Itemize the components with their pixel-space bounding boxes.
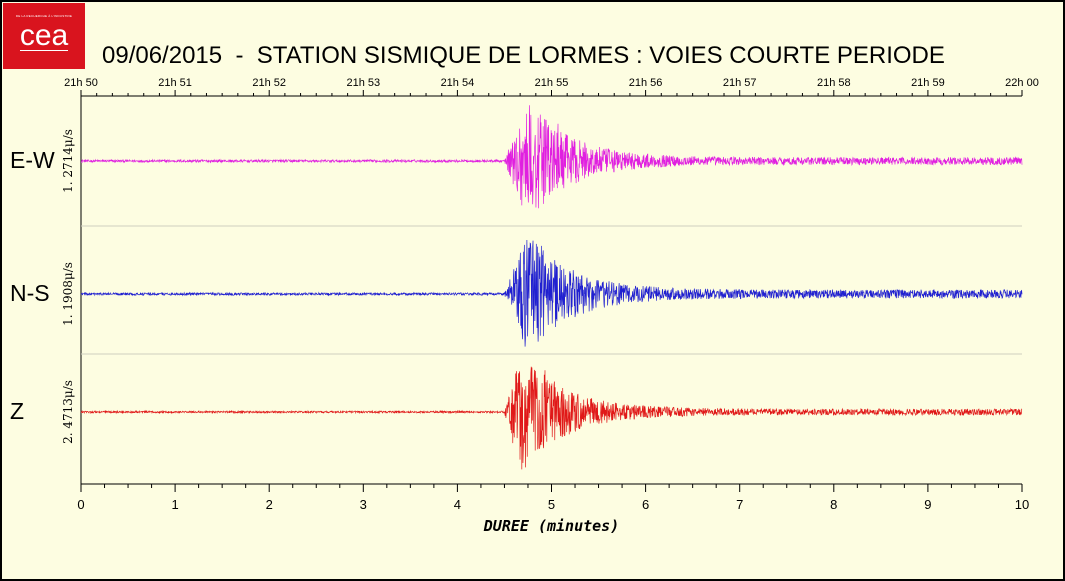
waveform-ns-trace [80,240,1023,347]
channel-label: E-W [10,147,55,173]
bottom-axis-tick-label: 8 [830,497,837,512]
logo-tagline: DE LA RECHERCHE À L'INDUSTRIE [15,14,73,18]
top-axis-tick-label: 22h 00 [1005,77,1039,89]
bottom-axis-tick-label: 5 [548,497,555,512]
bottom-axis-tick-label: 4 [454,497,461,512]
waveform-z-trace [80,366,1023,470]
waveform-ew-trace [80,105,1023,209]
channel-scale-label: 1. 2714μ/s [61,129,75,193]
x-axis-title: DUREE (minutes) [483,517,619,535]
top-axis-tick-label: 21h 56 [629,77,663,89]
bottom-axis-tick-label: 10 [1015,497,1029,512]
top-axis-tick-label: 21h 51 [158,77,192,89]
top-axis-tick-label: 21h 50 [64,77,98,89]
top-axis-tick-label: 21h 57 [723,77,757,89]
bottom-axis-tick-label: 7 [736,497,743,512]
top-axis-tick-label: 21h 59 [911,77,945,89]
channel-label: N-S [10,280,50,306]
top-axis-tick-label: 21h 54 [441,77,475,89]
bottom-axis-tick-label: 1 [171,497,178,512]
top-axis-tick-label: 21h 53 [346,77,380,89]
chart-title: 09/06/2015 - STATION SISMIQUE DE LORMES … [102,42,945,69]
channel-scale-label: 1. 1908μ/s [61,262,75,326]
bottom-axis-tick-label: 6 [642,497,649,512]
logo-wordmark: cea [19,19,69,52]
top-axis-tick-label: 21h 58 [817,77,851,89]
cea-logo: DE LA RECHERCHE À L'INDUSTRIE cea [3,3,85,69]
channel-label: Z [10,398,24,424]
bottom-axis-tick-label: 0 [77,497,84,512]
bottom-axis-tick-label: 3 [360,497,367,512]
bottom-axis-tick-label: 9 [924,497,931,512]
top-axis-tick-label: 21h 52 [252,77,286,89]
bottom-axis-tick-label: 2 [266,497,273,512]
top-axis-tick-label: 21h 55 [535,77,569,89]
channel-scale-label: 2. 4713μ/s [61,380,75,444]
